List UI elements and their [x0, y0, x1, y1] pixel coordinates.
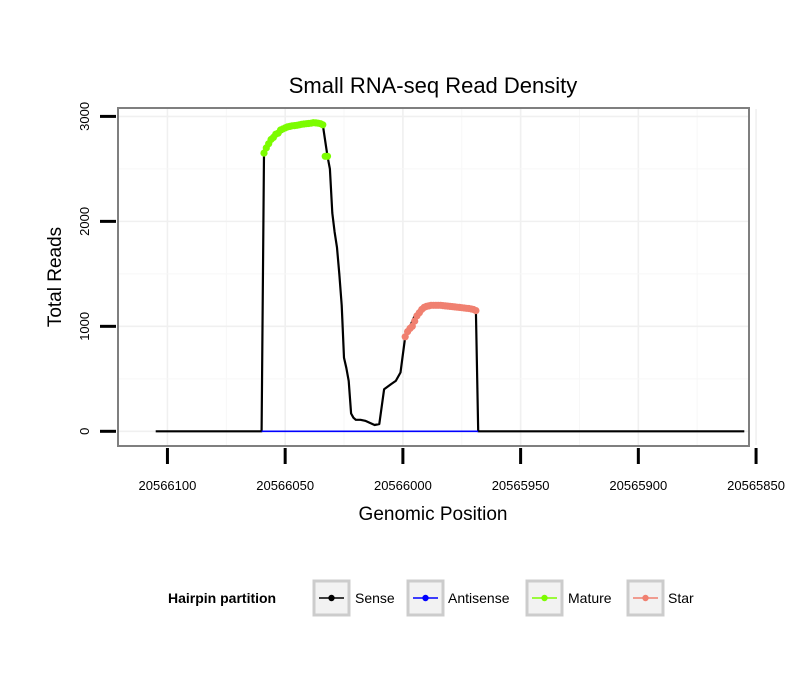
- legend-key-dot: [541, 594, 548, 602]
- star-point: [472, 307, 480, 315]
- x-axis-title: Genomic Position: [359, 504, 508, 525]
- mature-point: [319, 121, 327, 129]
- chart-title: Small RNA-seq Read Density: [289, 73, 578, 98]
- x-tick-label: 20566050: [256, 478, 314, 493]
- legend-key-dot: [642, 594, 649, 602]
- x-tick-label: 20566000: [374, 478, 432, 493]
- x-tick-label: 20566100: [139, 478, 197, 493]
- x-axis: 20566100 20566050 20566000 20565950 20565900…: [139, 448, 785, 493]
- legend-label-sense: Sense: [355, 590, 395, 606]
- legend-key-dot: [422, 594, 429, 602]
- legend-label-star: Star: [668, 590, 694, 606]
- legend-label-antisense: Antisense: [448, 590, 510, 606]
- y-tick-label: 1000: [77, 312, 92, 341]
- y-tick-label: 3000: [77, 102, 92, 131]
- legend: Hairpin partition Sense Antisense Mature St…: [168, 579, 694, 617]
- x-tick-label: 20565850: [727, 478, 785, 493]
- series-layer: [155, 119, 745, 433]
- mature-point: [323, 152, 332, 160]
- y-axis: 0 1000 2000 3000: [77, 102, 116, 435]
- plot-panel: [117, 107, 750, 447]
- legend-key-dot: [328, 594, 335, 602]
- legend-title: Hairpin partition: [168, 590, 276, 606]
- legend-label-mature: Mature: [568, 590, 612, 606]
- y-tick-label: 0: [77, 428, 92, 435]
- y-axis-title: Total Reads: [45, 227, 66, 327]
- x-tick-label: 20565950: [492, 478, 550, 493]
- x-tick-label: 20565900: [609, 478, 667, 493]
- y-tick-label: 2000: [77, 207, 92, 236]
